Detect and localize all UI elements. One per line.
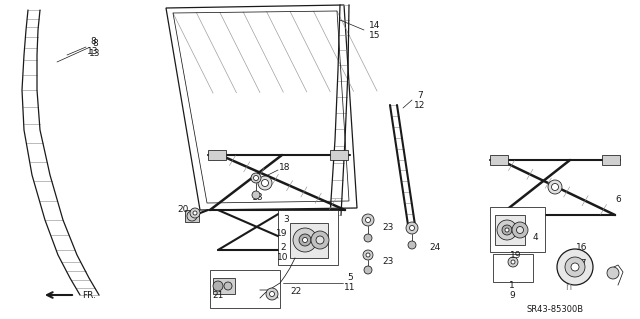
Circle shape bbox=[269, 292, 275, 296]
Circle shape bbox=[364, 266, 372, 274]
Circle shape bbox=[502, 225, 512, 235]
Bar bbox=[278, 210, 338, 265]
Circle shape bbox=[293, 228, 317, 252]
Text: 18: 18 bbox=[252, 192, 264, 202]
Circle shape bbox=[408, 241, 416, 249]
Bar bbox=[490, 207, 545, 252]
Text: 2: 2 bbox=[280, 242, 286, 251]
Circle shape bbox=[516, 226, 524, 234]
Bar bbox=[185, 210, 199, 222]
Circle shape bbox=[190, 208, 200, 218]
Circle shape bbox=[365, 218, 371, 222]
Circle shape bbox=[362, 214, 374, 226]
Circle shape bbox=[565, 257, 585, 277]
Bar bbox=[495, 215, 525, 245]
Circle shape bbox=[571, 263, 579, 271]
Circle shape bbox=[548, 180, 562, 194]
Circle shape bbox=[497, 220, 517, 240]
Text: 23: 23 bbox=[382, 224, 394, 233]
Text: 6: 6 bbox=[615, 196, 621, 204]
Text: SR43-85300B: SR43-85300B bbox=[527, 306, 584, 315]
Bar bbox=[490, 155, 508, 165]
Text: 3: 3 bbox=[283, 216, 289, 225]
Circle shape bbox=[512, 222, 528, 238]
Circle shape bbox=[299, 234, 311, 246]
Text: 8: 8 bbox=[90, 38, 96, 47]
Bar bbox=[290, 223, 328, 258]
Polygon shape bbox=[166, 5, 357, 210]
Circle shape bbox=[303, 238, 307, 242]
Bar bbox=[330, 150, 348, 160]
Text: 10: 10 bbox=[277, 253, 289, 262]
Circle shape bbox=[187, 211, 197, 221]
Text: 14: 14 bbox=[369, 20, 381, 29]
Bar bbox=[602, 155, 620, 165]
Text: 4: 4 bbox=[532, 234, 538, 242]
Circle shape bbox=[253, 175, 259, 181]
Text: 13: 13 bbox=[89, 49, 100, 58]
Text: 11: 11 bbox=[344, 284, 356, 293]
Text: 5: 5 bbox=[347, 273, 353, 283]
Text: 13: 13 bbox=[87, 48, 99, 56]
Text: 19: 19 bbox=[276, 228, 288, 238]
Text: 17: 17 bbox=[576, 258, 588, 268]
Text: 22: 22 bbox=[291, 287, 301, 296]
Circle shape bbox=[266, 288, 278, 300]
Circle shape bbox=[410, 226, 415, 231]
Circle shape bbox=[552, 183, 559, 190]
Bar bbox=[213, 278, 235, 294]
Circle shape bbox=[505, 228, 509, 232]
Circle shape bbox=[224, 282, 232, 290]
Circle shape bbox=[262, 180, 269, 187]
Bar bbox=[208, 150, 226, 160]
Bar bbox=[210, 270, 280, 308]
Circle shape bbox=[258, 176, 272, 190]
Text: 23: 23 bbox=[382, 257, 394, 266]
Text: 15: 15 bbox=[369, 31, 381, 40]
Text: 8: 8 bbox=[92, 39, 98, 48]
Text: 19: 19 bbox=[510, 250, 522, 259]
Text: n: n bbox=[565, 282, 571, 292]
Text: 12: 12 bbox=[414, 100, 426, 109]
Circle shape bbox=[193, 211, 197, 215]
Circle shape bbox=[363, 250, 373, 260]
Circle shape bbox=[366, 253, 370, 257]
Circle shape bbox=[252, 191, 260, 199]
Text: 21: 21 bbox=[212, 291, 224, 300]
Text: FR.: FR. bbox=[82, 291, 96, 300]
Circle shape bbox=[311, 231, 329, 249]
Text: 1: 1 bbox=[509, 280, 515, 290]
Circle shape bbox=[406, 222, 418, 234]
Text: 7: 7 bbox=[417, 91, 423, 100]
Text: 16: 16 bbox=[576, 243, 588, 253]
Circle shape bbox=[557, 249, 593, 285]
Circle shape bbox=[213, 281, 223, 291]
Circle shape bbox=[607, 267, 619, 279]
Text: 18: 18 bbox=[279, 164, 291, 173]
Bar bbox=[493, 254, 533, 282]
Circle shape bbox=[508, 257, 518, 267]
Text: 9: 9 bbox=[509, 292, 515, 300]
Text: 24: 24 bbox=[429, 243, 440, 253]
Circle shape bbox=[251, 173, 261, 183]
Circle shape bbox=[511, 260, 515, 264]
Circle shape bbox=[364, 234, 372, 242]
Circle shape bbox=[316, 236, 324, 244]
Text: 20: 20 bbox=[177, 205, 189, 214]
